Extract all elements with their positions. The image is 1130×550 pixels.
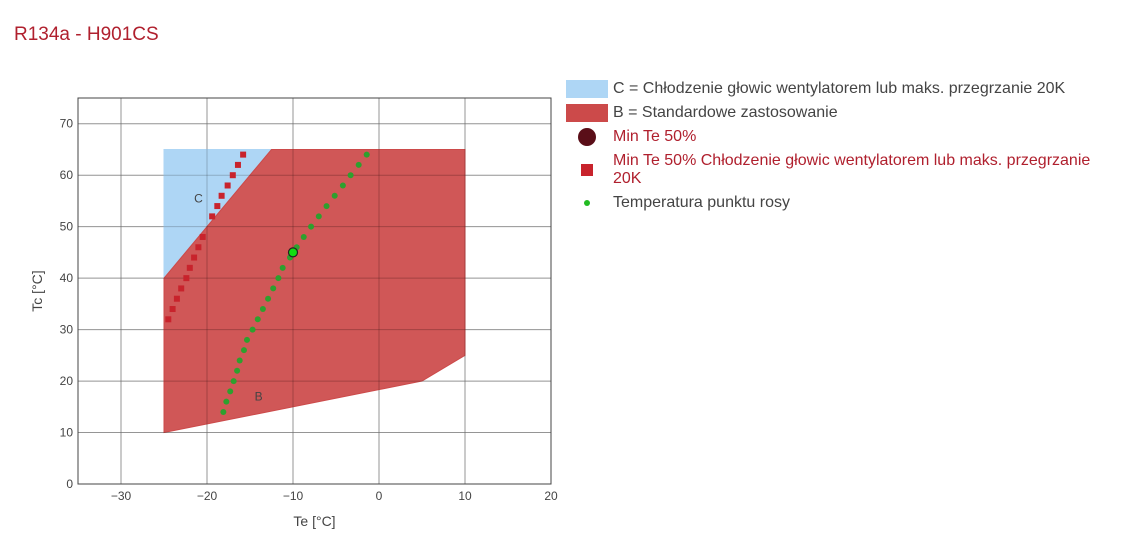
area-label-C: C bbox=[194, 191, 203, 205]
dew-point-marker bbox=[265, 295, 272, 302]
x-tick-label: 0 bbox=[376, 489, 383, 503]
chart-title: R134a - H901CS bbox=[14, 24, 159, 45]
dew-point-marker bbox=[331, 192, 338, 199]
dew-point-marker bbox=[223, 398, 230, 405]
min-te-c-marker bbox=[165, 316, 172, 323]
dew-point-marker bbox=[355, 161, 362, 168]
y-tick-label: 20 bbox=[60, 374, 74, 388]
plot-border bbox=[77, 97, 552, 485]
y-axis-label: Tc [°C] bbox=[29, 270, 45, 311]
y-tick-label: 40 bbox=[60, 271, 74, 285]
dew-point-marker bbox=[339, 182, 346, 189]
legend-label-b: B = Standardowe zastosowanie bbox=[613, 104, 838, 121]
dew-point-marker bbox=[347, 172, 354, 179]
min-te-c-marker bbox=[186, 264, 193, 271]
legend-circle-icon bbox=[578, 128, 596, 146]
legend-item-min-te-c[interactable]: Min Te 50% Chłodzenie głowic wentylatore… bbox=[566, 152, 1106, 188]
x-tick-label: 20 bbox=[544, 489, 558, 503]
min-te-marker bbox=[287, 247, 299, 258]
legend-swatch-b bbox=[566, 104, 608, 122]
min-te-c-marker bbox=[169, 306, 176, 313]
y-tick-label: 70 bbox=[60, 117, 74, 131]
min-te-c-marker bbox=[195, 244, 202, 251]
min-te-c-marker bbox=[191, 254, 198, 261]
legend-square-icon bbox=[581, 164, 593, 176]
dew-point-marker bbox=[234, 367, 241, 374]
legend-label-c: C = Chłodzenie głowic wentylatorem lub m… bbox=[613, 80, 1066, 97]
min-te-c-marker bbox=[199, 233, 206, 240]
min-te-c-marker bbox=[183, 275, 190, 282]
x-tick-label: −10 bbox=[283, 489, 304, 503]
dew-point-marker bbox=[259, 306, 266, 313]
legend-item-b[interactable]: B = Standardowe zastosowanie bbox=[566, 104, 1106, 122]
y-tick-label: 10 bbox=[60, 426, 74, 440]
legend-label-min-te-c: Min Te 50% Chłodzenie głowic wentylatore… bbox=[613, 152, 1091, 187]
min-te-c-marker bbox=[224, 182, 231, 189]
x-tick-label: 10 bbox=[458, 489, 472, 503]
y-tick-label: 0 bbox=[66, 477, 73, 491]
dew-point-marker bbox=[220, 408, 227, 415]
dew-point-marker bbox=[249, 326, 256, 333]
legend: C = Chłodzenie głowic wentylatorem lub m… bbox=[566, 80, 1106, 218]
dew-point-marker bbox=[308, 223, 315, 230]
dew-point-marker bbox=[323, 203, 330, 210]
legend-item-c[interactable]: C = Chłodzenie głowic wentylatorem lub m… bbox=[566, 80, 1106, 98]
dew-point-marker bbox=[243, 336, 250, 343]
dew-point-marker bbox=[254, 316, 261, 323]
dew-point-marker bbox=[270, 285, 277, 292]
x-tick-label: −30 bbox=[111, 489, 132, 503]
legend-item-min-te[interactable]: Min Te 50% bbox=[566, 128, 1106, 146]
dew-point-marker bbox=[279, 264, 286, 271]
min-te-c-marker bbox=[234, 161, 241, 168]
legend-item-dew[interactable]: Temperatura punktu rosy bbox=[566, 194, 1106, 212]
dew-point-marker bbox=[275, 275, 282, 282]
y-tick-label: 60 bbox=[60, 168, 74, 182]
y-tick-label: 50 bbox=[60, 220, 74, 234]
min-te-c-marker bbox=[214, 203, 221, 210]
dew-point-marker bbox=[230, 378, 237, 385]
min-te-c-marker bbox=[229, 172, 236, 179]
legend-label-min-te: Min Te 50% bbox=[613, 128, 697, 145]
dew-point-marker bbox=[363, 151, 370, 158]
min-te-c-marker bbox=[218, 192, 225, 199]
x-tick-label: −20 bbox=[197, 489, 218, 503]
dew-point-marker bbox=[236, 357, 243, 364]
min-te-c-marker bbox=[173, 295, 180, 302]
legend-label-dew: Temperatura punktu rosy bbox=[613, 194, 790, 211]
min-te-c-marker bbox=[178, 285, 185, 292]
legend-dot-icon bbox=[584, 200, 590, 206]
dew-point-marker bbox=[315, 213, 322, 220]
min-te-c-marker bbox=[240, 151, 247, 158]
dew-point-marker bbox=[240, 347, 247, 354]
x-axis-label: Te [°C] bbox=[293, 513, 335, 529]
y-tick-label: 30 bbox=[60, 323, 74, 337]
dew-point-marker bbox=[227, 388, 234, 395]
area-label-B: B bbox=[255, 390, 263, 404]
legend-swatch-c bbox=[566, 80, 608, 98]
dew-point-marker bbox=[300, 233, 307, 240]
min-te-c-marker bbox=[209, 213, 216, 220]
